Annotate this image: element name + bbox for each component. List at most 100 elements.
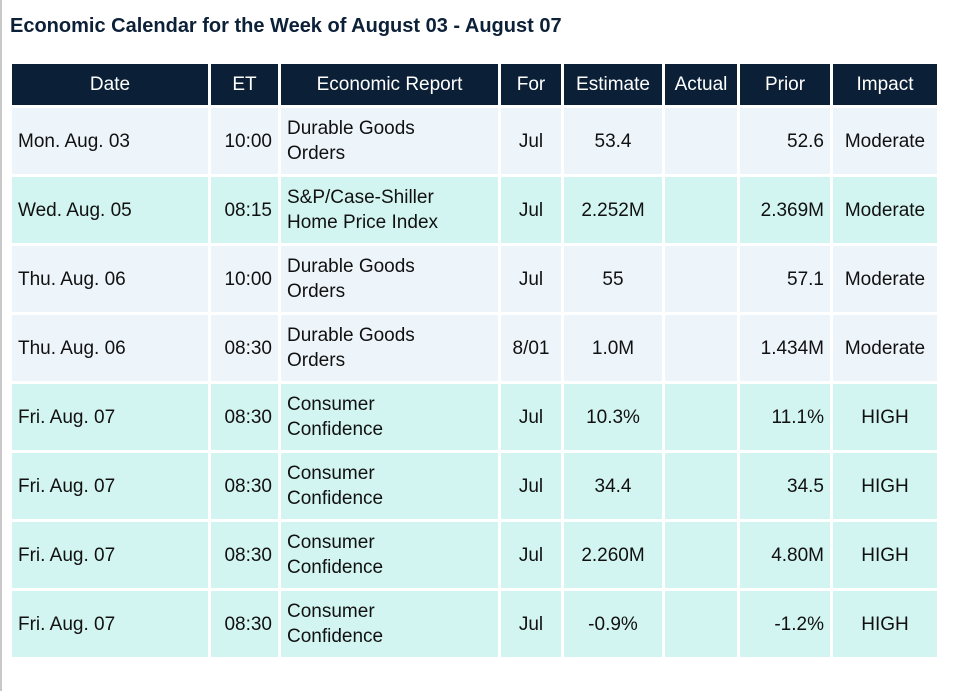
table-row: Fri. Aug. 07 08:30 Consumer Confidence Ju… <box>12 522 937 588</box>
table-row: Mon. Aug. 03 10:00 Durable Goods Orders J… <box>12 108 937 174</box>
cell-prior: 52.6 <box>740 108 830 174</box>
cell-for: Jul <box>501 246 561 312</box>
table-row: Fri. Aug. 07 08:30 Consumer Confidence Ju… <box>12 591 937 657</box>
cell-date: Fri. Aug. 07 <box>12 453 208 519</box>
cell-report: Consumer Confidence <box>281 591 498 657</box>
cell-actual <box>665 384 737 450</box>
cell-et: 08:15 <box>211 177 278 243</box>
cell-prior: 34.5 <box>740 453 830 519</box>
cell-impact: Moderate <box>833 108 937 174</box>
report-line-1: Consumer <box>287 532 375 553</box>
cell-date: Fri. Aug. 07 <box>12 384 208 450</box>
table-row: Fri. Aug. 07 08:30 Consumer Confidence Ju… <box>12 384 937 450</box>
cell-for: Jul <box>501 591 561 657</box>
cell-actual <box>665 522 737 588</box>
cell-report: Consumer Confidence <box>281 522 498 588</box>
cell-date: Fri. Aug. 07 <box>12 522 208 588</box>
report-line-2: Home Price Index <box>287 212 439 233</box>
report-line-2: Confidence <box>287 557 384 578</box>
header-row: Date ET Economic Report For Estimate Act… <box>12 64 937 105</box>
cell-estimate: 1.0M <box>564 315 662 381</box>
report-line-2: Orders <box>287 350 346 371</box>
table-row: Wed. Aug. 05 08:15 S&P/Case-Shiller Home … <box>12 177 937 243</box>
table-row: Thu. Aug. 06 08:30 Durable Goods Orders 8… <box>12 315 937 381</box>
cell-estimate: 2.252M <box>564 177 662 243</box>
cell-date: Thu. Aug. 06 <box>12 315 208 381</box>
report-line-1: Durable Goods <box>287 118 415 139</box>
table-row: Thu. Aug. 06 10:00 Durable Goods Orders J… <box>12 246 937 312</box>
cell-estimate: 10.3% <box>564 384 662 450</box>
cell-et: 10:00 <box>211 246 278 312</box>
cell-prior: 1.434M <box>740 315 830 381</box>
page-title: Economic Calendar for the Week of August… <box>10 15 562 37</box>
report-line-1: Durable Goods <box>287 256 415 277</box>
cell-for: Jul <box>501 522 561 588</box>
cell-report: Durable Goods Orders <box>281 246 498 312</box>
cell-date: Mon. Aug. 03 <box>12 108 208 174</box>
cell-actual <box>665 315 737 381</box>
cell-for: Jul <box>501 177 561 243</box>
cell-actual <box>665 108 737 174</box>
cell-report: Durable Goods Orders <box>281 315 498 381</box>
report-line-2: Confidence <box>287 419 384 440</box>
cell-estimate: 55 <box>564 246 662 312</box>
cell-actual <box>665 246 737 312</box>
cell-impact: HIGH <box>833 384 937 450</box>
report-line-2: Confidence <box>287 626 384 647</box>
cell-prior: 4.80M <box>740 522 830 588</box>
report-line-1: Consumer <box>287 394 375 415</box>
report-line-2: Confidence <box>287 488 384 509</box>
cell-report: Consumer Confidence <box>281 384 498 450</box>
cell-estimate: 2.260M <box>564 522 662 588</box>
cell-estimate: 34.4 <box>564 453 662 519</box>
cell-actual <box>665 591 737 657</box>
column-header-economic-report: Economic Report <box>281 64 498 105</box>
table-header: Date ET Economic Report For Estimate Act… <box>12 64 937 105</box>
cell-date: Fri. Aug. 07 <box>12 591 208 657</box>
cell-prior: 57.1 <box>740 246 830 312</box>
column-header-impact: Impact <box>833 64 937 105</box>
report-line-2: Orders <box>287 143 346 164</box>
cell-et: 08:30 <box>211 522 278 588</box>
cell-estimate: 53.4 <box>564 108 662 174</box>
table-body: Mon. Aug. 03 10:00 Durable Goods Orders J… <box>12 108 937 657</box>
cell-impact: HIGH <box>833 453 937 519</box>
window-left-edge <box>0 0 2 691</box>
cell-et: 10:00 <box>211 108 278 174</box>
cell-estimate: -0.9% <box>564 591 662 657</box>
cell-for: Jul <box>501 453 561 519</box>
cell-actual <box>665 453 737 519</box>
cell-impact: Moderate <box>833 315 937 381</box>
column-header-actual: Actual <box>665 64 737 105</box>
cell-date: Wed. Aug. 05 <box>12 177 208 243</box>
cell-impact: Moderate <box>833 177 937 243</box>
column-header-et: ET <box>211 64 278 105</box>
cell-for: Jul <box>501 384 561 450</box>
column-header-prior: Prior <box>740 64 830 105</box>
cell-impact: HIGH <box>833 522 937 588</box>
column-header-estimate: Estimate <box>564 64 662 105</box>
report-line-1: S&P/Case-Shiller <box>287 187 434 208</box>
cell-for: 8/01 <box>501 315 561 381</box>
cell-report: Consumer Confidence <box>281 453 498 519</box>
cell-actual <box>665 177 737 243</box>
cell-for: Jul <box>501 108 561 174</box>
cell-prior: 11.1% <box>740 384 830 450</box>
cell-impact: HIGH <box>833 591 937 657</box>
cell-prior: -1.2% <box>740 591 830 657</box>
cell-report: S&P/Case-Shiller Home Price Index <box>281 177 498 243</box>
report-line-2: Orders <box>287 281 346 302</box>
report-line-1: Consumer <box>287 601 375 622</box>
cell-report: Durable Goods Orders <box>281 108 498 174</box>
economic-calendar-table: Date ET Economic Report For Estimate Act… <box>9 61 940 660</box>
cell-date: Thu. Aug. 06 <box>12 246 208 312</box>
cell-impact: Moderate <box>833 246 937 312</box>
cell-prior: 2.369M <box>740 177 830 243</box>
report-line-1: Durable Goods <box>287 325 415 346</box>
report-line-1: Consumer <box>287 463 375 484</box>
cell-et: 08:30 <box>211 591 278 657</box>
cell-et: 08:30 <box>211 315 278 381</box>
cell-et: 08:30 <box>211 384 278 450</box>
table-row: Fri. Aug. 07 08:30 Consumer Confidence Ju… <box>12 453 937 519</box>
column-header-date: Date <box>12 64 208 105</box>
